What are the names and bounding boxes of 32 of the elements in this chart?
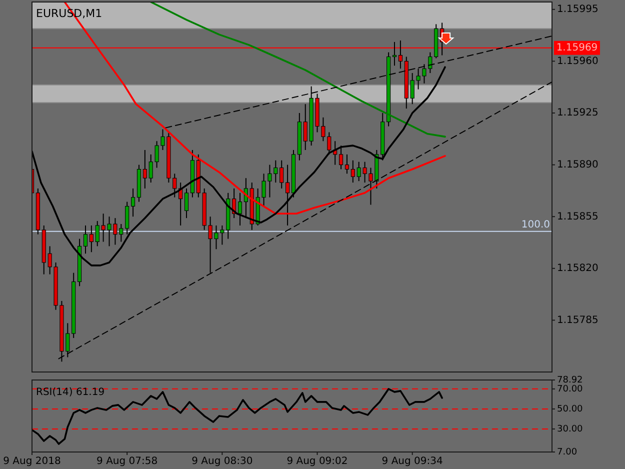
y-tick-label: 7.00 <box>557 447 578 458</box>
candlestick <box>344 154 350 174</box>
y-tick-label: 78.92 <box>557 375 583 386</box>
y-tick-label: 1.15925 <box>557 108 598 119</box>
y-tick-label: 50.00 <box>557 404 584 414</box>
y-tick-label: 70.00 <box>557 384 584 394</box>
candlestick <box>398 40 402 70</box>
x-tick-label: 9 Aug 09:02 <box>286 456 348 467</box>
y-tick-label: 1.15820 <box>557 263 598 274</box>
candlestick <box>184 188 189 219</box>
line-series <box>150 2 446 138</box>
y-tick-label: 1.15785 <box>557 314 598 326</box>
x-tick-label: 9 Aug 07:58 <box>96 456 158 467</box>
ref-line-label: 1.15969 <box>556 42 598 54</box>
candlestick <box>83 224 88 254</box>
candlestick <box>130 188 136 218</box>
candlestick <box>286 164 290 226</box>
x-tick-label: 9 Aug 08:30 <box>192 456 253 467</box>
candlestick <box>238 192 242 226</box>
candlestick <box>89 224 94 253</box>
y-tick-label: 1.15890 <box>557 160 598 171</box>
text: RSI(14) 61.19 <box>36 387 105 398</box>
x-tick-label: 9 Aug 09:34 <box>382 456 443 467</box>
line-series <box>32 388 443 445</box>
candlestick <box>392 41 397 66</box>
y-tick-label: 30.00 <box>557 424 584 434</box>
y-tick-label: 1.15855 <box>557 211 598 222</box>
annotation: 100.0 <box>521 219 550 230</box>
x-tick-label: 9 Aug 2018 <box>3 456 61 467</box>
y-tick-label: 1.15960 <box>557 56 598 67</box>
y-tick-label: 1.15995 <box>557 4 598 16</box>
candlestick <box>338 145 344 170</box>
